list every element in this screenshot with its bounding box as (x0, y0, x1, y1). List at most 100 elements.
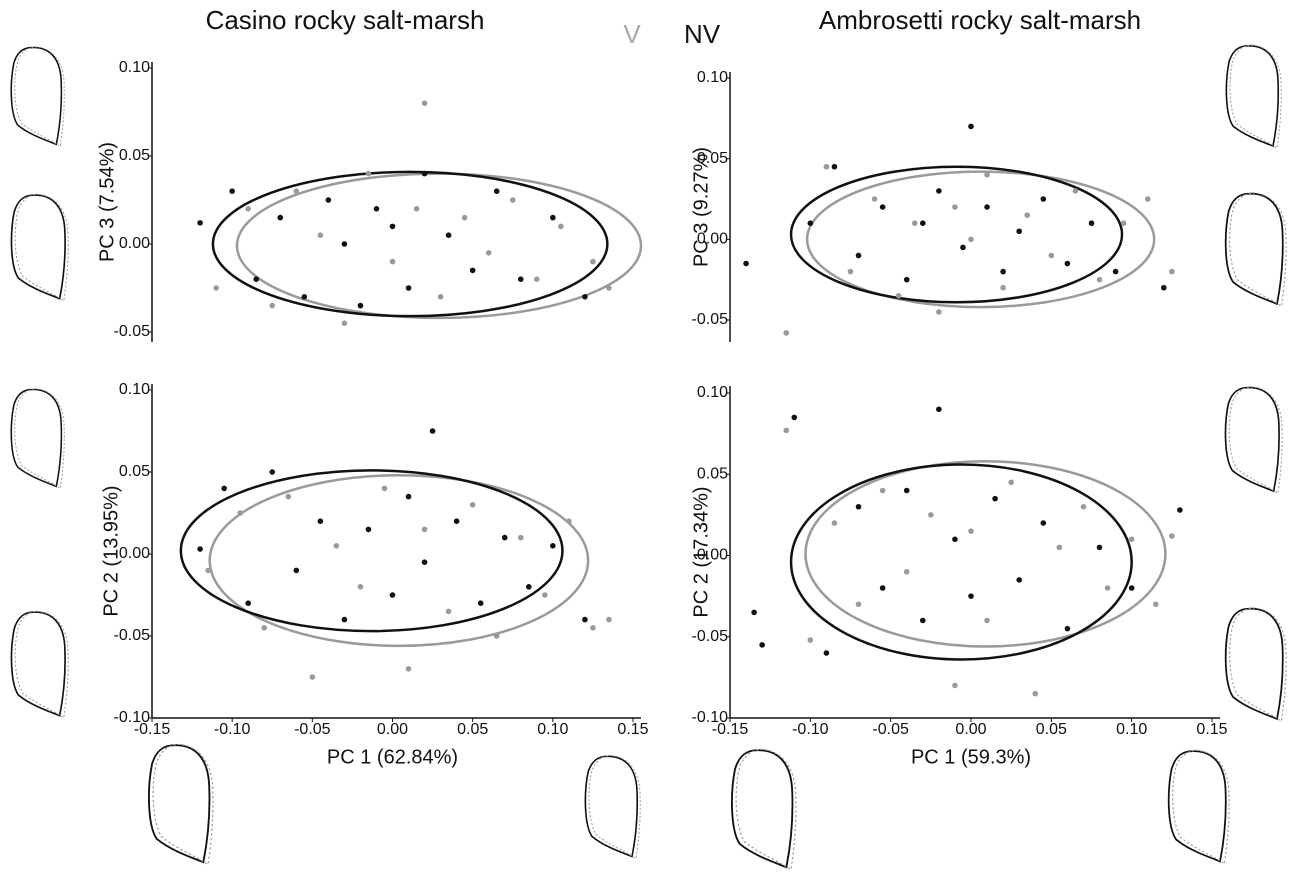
data-point (1152, 601, 1159, 608)
legend-label: V (623, 19, 641, 49)
chart-title: Ambrosetti rocky salt-marsh (819, 5, 1141, 35)
data-point (871, 196, 878, 202)
data-point (879, 487, 886, 494)
shell-outline (10, 387, 66, 490)
x-tick-label: 0.15 (1196, 721, 1227, 738)
data-point (582, 294, 588, 300)
shell-outline (10, 193, 70, 302)
data-point (831, 163, 838, 170)
data-point (365, 526, 372, 533)
data-point (911, 220, 918, 226)
data-point (992, 495, 998, 502)
data-point (405, 493, 412, 500)
data-point (879, 585, 886, 591)
x-axis-label: PC 1 (62.84%) (327, 746, 458, 768)
data-point (421, 526, 428, 533)
data-point (968, 236, 974, 243)
data-point (421, 170, 428, 177)
data-point (984, 617, 990, 624)
y-tick-label: 0.10 (697, 384, 728, 401)
data-point (920, 220, 926, 226)
data-point (357, 302, 364, 309)
data-point (542, 592, 548, 598)
y-tick-label: 0.10 (697, 69, 728, 86)
data-point (389, 223, 396, 230)
x-tick-label: -0.05 (294, 721, 331, 738)
x-tick-label: -0.15 (134, 721, 171, 738)
data-point (333, 543, 340, 549)
y-tick-label: -0.05 (114, 627, 151, 644)
data-point (341, 241, 348, 247)
data-point (1016, 577, 1022, 583)
data-point (984, 172, 990, 178)
data-point (879, 204, 886, 210)
data-point (429, 428, 436, 434)
data-point (517, 534, 524, 541)
confidence-ellipse (789, 463, 1133, 661)
data-point (606, 285, 612, 291)
data-point (1040, 520, 1047, 526)
data-point (1008, 479, 1014, 486)
data-point (477, 600, 484, 606)
data-point (984, 204, 990, 210)
data-point (952, 204, 958, 210)
y-tick-label: 0.10 (119, 381, 150, 398)
data-point (1169, 533, 1175, 539)
data-point (445, 232, 452, 238)
data-point (783, 427, 790, 434)
x-tick-label: -0.10 (792, 721, 829, 738)
shell-outline (584, 754, 642, 860)
data-point (229, 188, 235, 194)
shell-outline (1167, 749, 1230, 865)
data-point (485, 250, 492, 256)
outline-icons (10, 44, 1288, 871)
data-point (968, 123, 974, 130)
x-tick-label: 0.15 (617, 721, 648, 738)
data-point (855, 601, 862, 608)
data-point (445, 608, 452, 615)
data-point (469, 267, 476, 274)
data-point (237, 510, 243, 516)
x-tick-label: 0.05 (1036, 721, 1067, 738)
confidence-ellipse (804, 460, 1167, 648)
data-point (1032, 690, 1039, 697)
data-point (783, 330, 790, 336)
y-tick-label: -0.05 (692, 311, 729, 328)
data-point (389, 592, 396, 598)
data-point (847, 268, 854, 275)
data-point (341, 616, 348, 623)
data-point (509, 197, 516, 203)
data-point (261, 625, 268, 631)
data-point (493, 188, 500, 194)
y-tick-label: -0.05 (692, 628, 729, 645)
data-point (968, 528, 974, 534)
data-point (759, 642, 765, 648)
data-point (791, 414, 798, 421)
data-point (1120, 220, 1127, 226)
data-point (197, 220, 203, 226)
x-tick-label: 0.10 (537, 721, 568, 738)
y-tick-label: -0.10 (114, 709, 151, 726)
y-tick-label: 0.00 (697, 547, 728, 564)
data-point (461, 214, 468, 221)
data-point (566, 518, 572, 524)
data-point (293, 188, 300, 194)
data-point (606, 616, 612, 623)
y-tick-label: 0.10 (119, 59, 150, 76)
y-tick-label: 0.00 (697, 231, 728, 248)
data-point (920, 617, 926, 624)
data-point (373, 206, 380, 212)
confidence-ellipse (208, 474, 590, 648)
data-point (325, 197, 332, 203)
shell-outline (730, 748, 797, 871)
y-tick-label: 0.05 (119, 147, 150, 164)
data-point (381, 485, 388, 492)
confidence-ellipse (789, 165, 1124, 304)
y-tick-label: 0.05 (119, 463, 150, 480)
data-point (269, 469, 276, 475)
x-tick-label: -0.10 (214, 721, 251, 738)
data-point (245, 206, 251, 212)
data-point (317, 518, 324, 524)
